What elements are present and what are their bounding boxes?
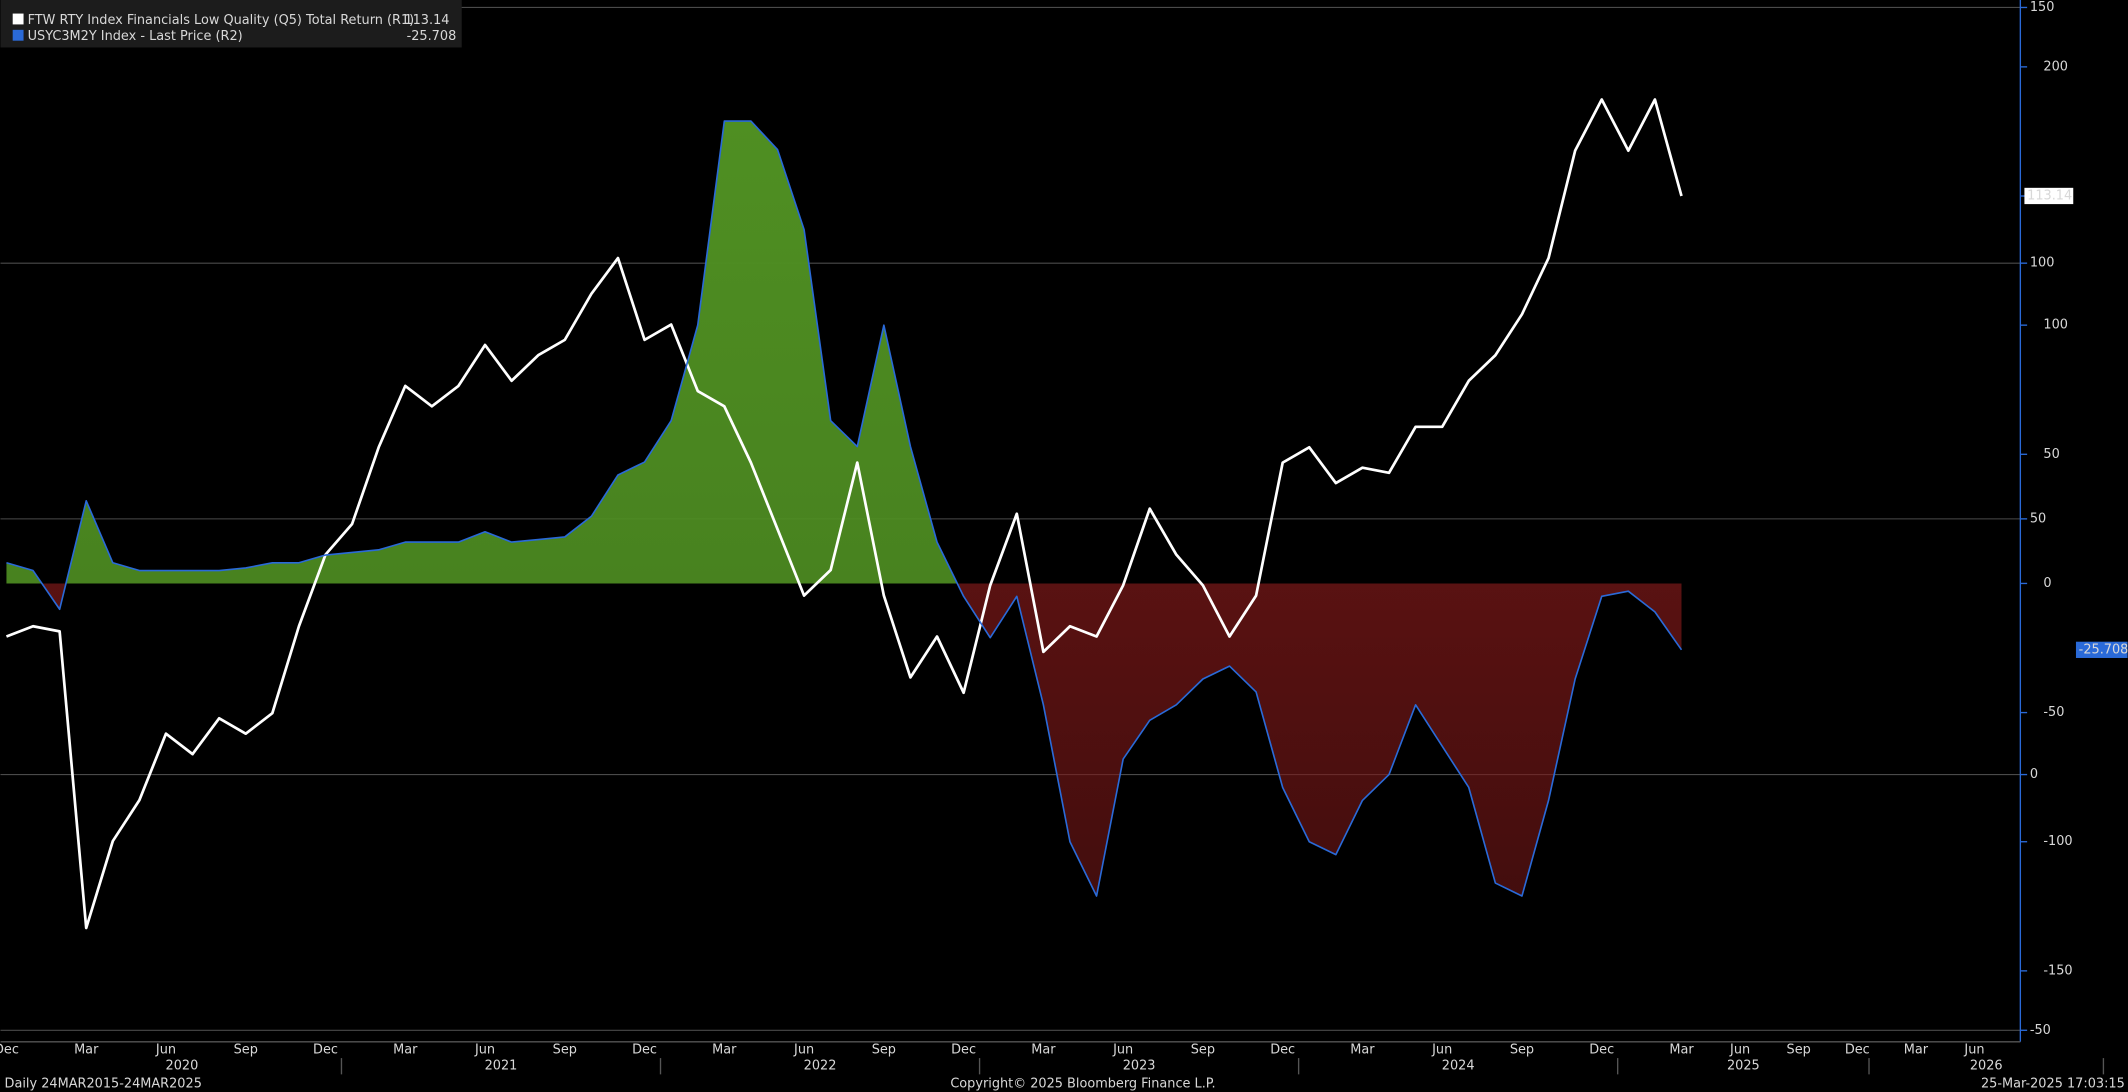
y2-tick-label: 200: [2043, 59, 2068, 74]
x-tick-label: Sep: [1510, 1042, 1534, 1057]
footer-center: Copyright© 2025 Bloomberg Finance L.P.: [950, 1076, 1215, 1091]
x-year-label: 2026: [1970, 1059, 2003, 1074]
y-tick-label: 100: [2030, 256, 2055, 271]
x-year-label: 2021: [485, 1059, 518, 1074]
footer-left: Daily 24MAR2015-24MAR2025: [5, 1076, 202, 1091]
y2-tick-label: 0: [2043, 576, 2051, 591]
y2-tick-label: -150: [2043, 963, 2072, 978]
y2-tick-label: 100: [2043, 318, 2068, 333]
x-tick-label: Jun: [155, 1042, 176, 1057]
x-tick-label: Sep: [1191, 1042, 1215, 1057]
x-year-label: 2023: [1123, 1059, 1156, 1074]
x-tick-label: Dec: [632, 1042, 657, 1057]
last-value-label: -25.708: [2079, 642, 2128, 657]
x-tick-label: Dec: [313, 1042, 338, 1057]
x-tick-label: Jun: [1112, 1042, 1133, 1057]
series-line: [5, 98, 1683, 930]
y2-tick-label: -50: [2043, 705, 2064, 720]
x-year-label: 2025: [1727, 1059, 1760, 1074]
x-tick-label: Sep: [553, 1042, 577, 1057]
area-positive: [6, 121, 1682, 584]
legend-box: [0, 0, 462, 48]
x-tick-label: Jun: [1963, 1042, 1984, 1057]
legend-value: -25.708: [407, 29, 457, 44]
area-negative: [41, 583, 1682, 896]
x-tick-label: Dec: [1270, 1042, 1295, 1057]
legend-value: 113.14: [404, 13, 449, 28]
x-tick-label: Sep: [1787, 1042, 1811, 1057]
x-year-label: 2024: [1442, 1059, 1475, 1074]
x-tick-label: Dec: [951, 1042, 976, 1057]
x-tick-label: Jun: [793, 1042, 814, 1057]
x-tick-label: Jun: [1729, 1042, 1750, 1057]
legend-swatch: [12, 29, 24, 41]
y-tick-label: -50: [2030, 1023, 2051, 1038]
x-tick-label: Mar: [1904, 1042, 1929, 1057]
x-tick-label: Dec: [0, 1042, 19, 1057]
legend-swatch: [12, 13, 24, 25]
legend-label: FTW RTY Index Financials Low Quality (Q5…: [28, 13, 415, 28]
x-tick-label: Mar: [1031, 1042, 1056, 1057]
y-tick-label: 0: [2030, 767, 2038, 782]
x-tick-label: Jun: [1431, 1042, 1452, 1057]
x-tick-label: Sep: [872, 1042, 896, 1057]
x-tick-label: Dec: [1845, 1042, 1870, 1057]
last-value-tag: [2075, 641, 2128, 658]
last-value-label: 113.14: [2027, 188, 2072, 203]
x-tick-label: Dec: [1589, 1042, 1614, 1057]
x-tick-label: Mar: [1350, 1042, 1375, 1057]
x-tick-label: Jun: [474, 1042, 495, 1057]
series-line: [6, 120, 1683, 897]
y2-tick-label: 50: [2043, 447, 2059, 462]
footer-right: 25-Mar-2025 17:03:15: [1981, 1076, 2125, 1091]
y-tick-label: 50: [2030, 511, 2046, 526]
x-tick-label: Mar: [393, 1042, 418, 1057]
x-year-label: 2020: [166, 1059, 199, 1074]
x-tick-label: Sep: [234, 1042, 258, 1057]
x-year-label: 2022: [804, 1059, 837, 1074]
y2-tick-label: -100: [2043, 834, 2072, 849]
x-tick-label: Mar: [74, 1042, 99, 1057]
y-tick-label: 150: [2030, 0, 2055, 15]
legend-label: USYC3M2Y Index - Last Price (R2): [28, 29, 243, 44]
x-tick-label: Mar: [1669, 1042, 1694, 1057]
x-tick-label: Mar: [712, 1042, 737, 1057]
last-value-tag: [2024, 187, 2074, 205]
